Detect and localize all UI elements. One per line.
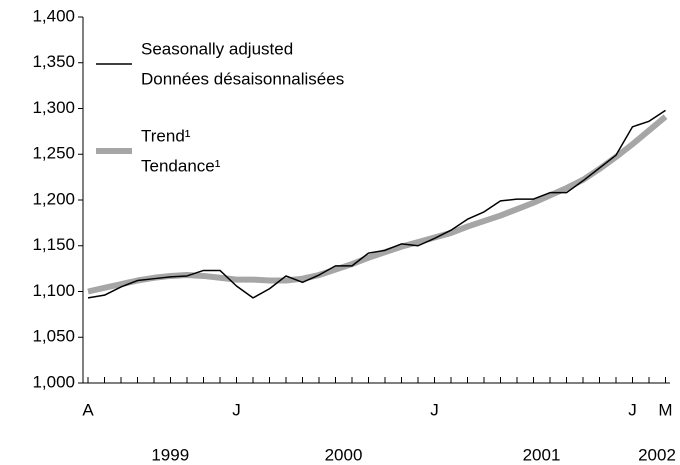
y-tick-label: 1,200 bbox=[32, 189, 75, 208]
year-label: 2002 bbox=[638, 445, 676, 464]
y-tick-label: 1,300 bbox=[32, 98, 75, 117]
y-tick-label: 1,250 bbox=[32, 144, 75, 163]
series-line bbox=[87, 114, 668, 295]
x-tick-label: J bbox=[628, 400, 637, 419]
legend-label: Seasonally adjusted bbox=[141, 39, 293, 58]
year-label: 2000 bbox=[325, 445, 363, 464]
x-tick-label: J bbox=[232, 400, 241, 419]
y-tick-label: 1,350 bbox=[32, 52, 75, 71]
legend-label: Tendance¹ bbox=[141, 156, 221, 175]
x-tick-label: A bbox=[82, 400, 94, 419]
y-tick-label: 1,100 bbox=[32, 281, 75, 300]
year-label: 2001 bbox=[523, 445, 561, 464]
y-tick-label: 1,000 bbox=[32, 372, 75, 391]
x-tick-label: J bbox=[430, 400, 439, 419]
legend-label: Données désaisonnalisées bbox=[141, 69, 344, 88]
x-tick-label: M bbox=[658, 400, 672, 419]
y-tick-label: 1,050 bbox=[32, 327, 75, 346]
year-label: 1999 bbox=[151, 445, 189, 464]
series-line bbox=[87, 109, 666, 299]
legend-label: Trend¹ bbox=[141, 126, 191, 145]
y-tick-label: 1,150 bbox=[32, 235, 75, 254]
y-tick-label: 1,400 bbox=[32, 6, 75, 25]
